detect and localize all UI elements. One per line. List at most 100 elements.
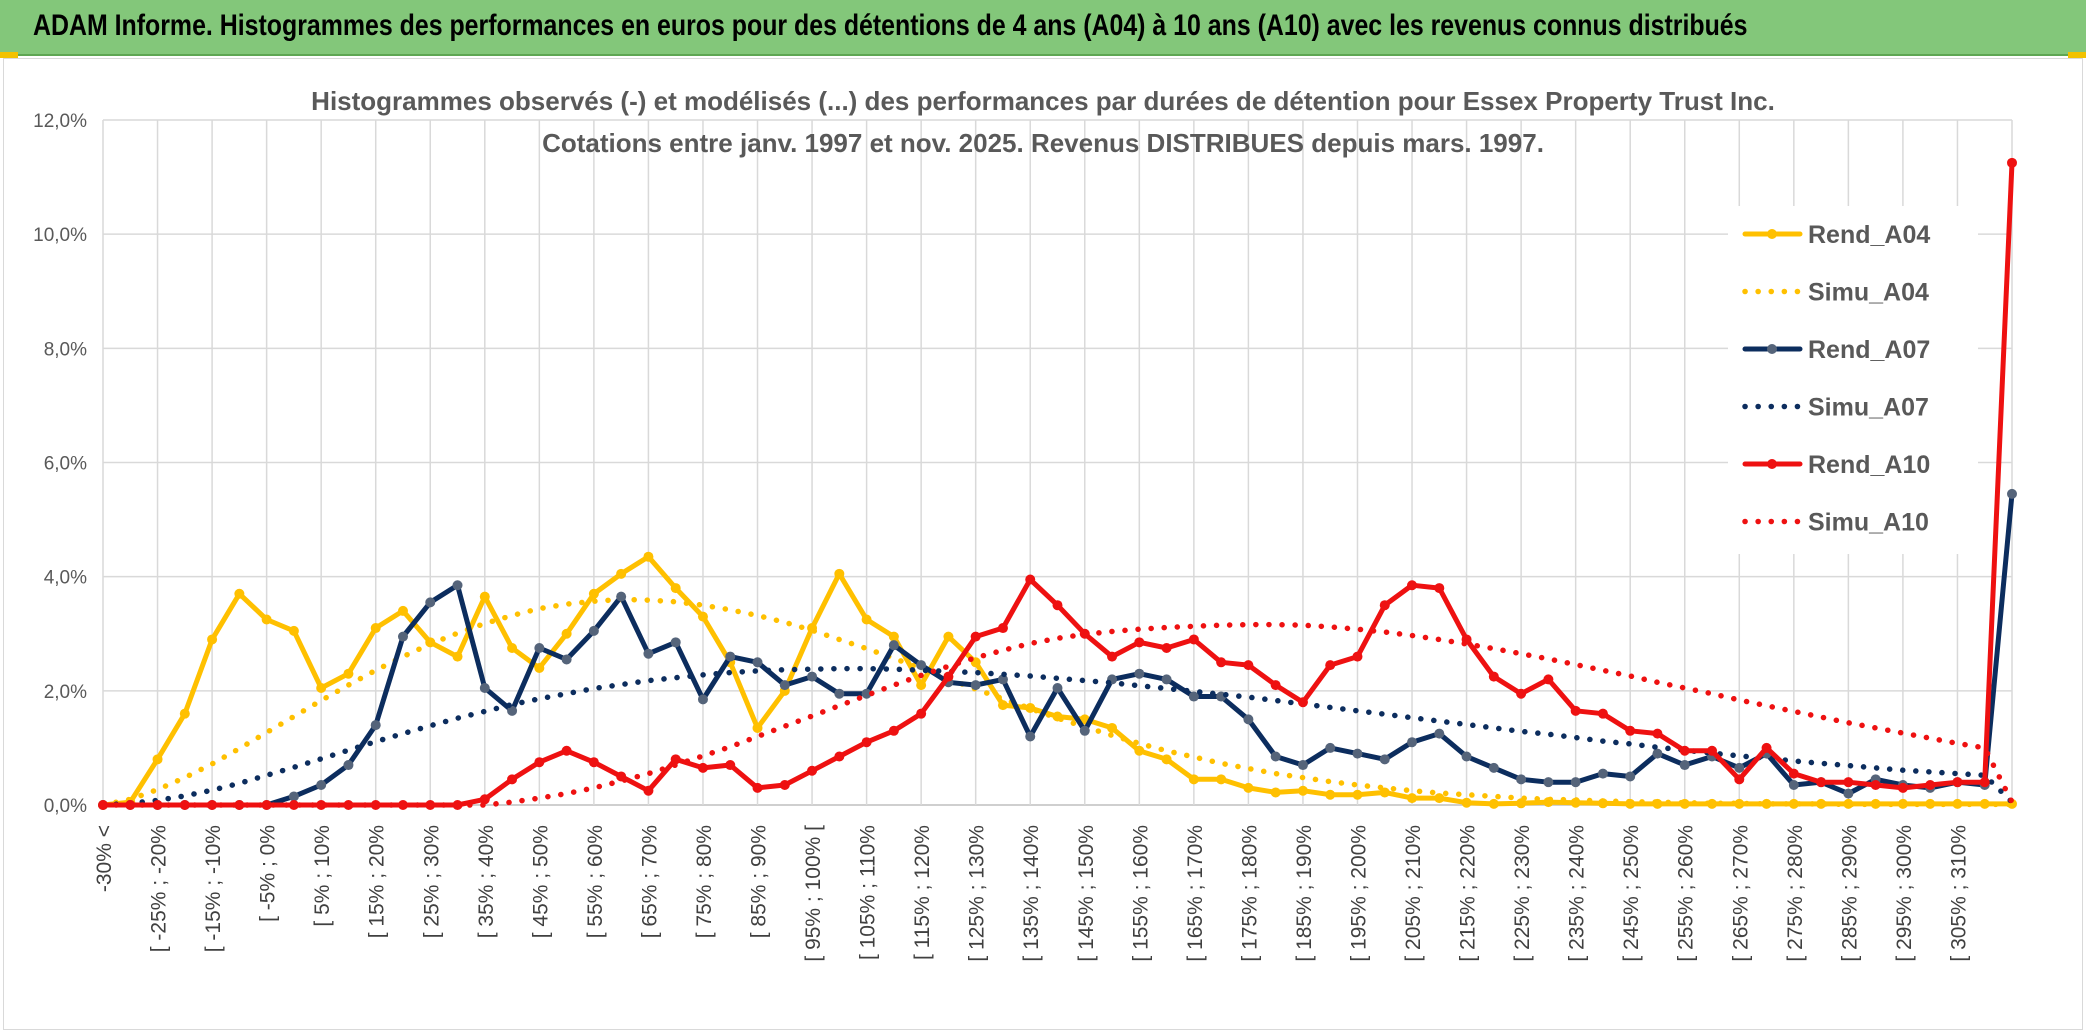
series-point-rend-a07 <box>1625 771 1636 782</box>
series-point-rend-a07 <box>1570 777 1581 788</box>
legend-marker <box>1767 344 1777 354</box>
series-point-rend-a04 <box>1488 798 1499 809</box>
series-point-rend-a07 <box>1543 777 1554 788</box>
series-point-rend-a04 <box>1107 722 1118 733</box>
series-point-rend-a10 <box>1734 774 1745 785</box>
series-point-rend-a04 <box>370 623 381 634</box>
chart-title: Histogrammes observés (-) et modélisés (… <box>311 86 1775 116</box>
y-tick-label: 2,0% <box>44 682 87 703</box>
series-point-rend-a10 <box>507 774 518 785</box>
series-point-rend-a04 <box>179 708 190 719</box>
series-point-rend-a04 <box>1297 785 1308 796</box>
series-point-rend-a10 <box>1434 583 1445 594</box>
series-point-rend-a07 <box>425 597 436 608</box>
series-point-rend-a10 <box>807 765 818 776</box>
chart-subtitle: Cotations entre janv. 1997 et nov. 2025.… <box>542 128 1544 158</box>
series-point-rend-a07 <box>697 694 708 705</box>
series-point-rend-a10 <box>643 785 654 796</box>
x-tick-label: [ 55% ; 60% <box>584 825 607 938</box>
series-point-rend-a07 <box>670 637 681 648</box>
series-point-rend-a10 <box>288 800 299 810</box>
series-point-rend-a07 <box>1325 742 1336 753</box>
series-point-rend-a10 <box>1188 634 1199 645</box>
series-point-rend-a10 <box>1243 660 1254 671</box>
x-tick-label: [ 275% ; 280% <box>1784 825 1807 962</box>
series-point-rend-a04 <box>1161 754 1172 765</box>
x-tick-label: [ 75% ; 80% <box>693 825 716 938</box>
series-point-rend-a07 <box>1788 780 1799 791</box>
series-point-rend-a04 <box>479 591 490 602</box>
series-point-rend-a07 <box>752 657 763 668</box>
legend-label: Simu_A10 <box>1808 509 1929 537</box>
series-point-rend-a07 <box>1052 682 1063 693</box>
series-point-rend-a04 <box>534 663 545 673</box>
series-point-rend-a10 <box>1897 782 1908 793</box>
series-point-rend-a04 <box>1734 798 1745 809</box>
series-point-rend-a07 <box>1734 762 1745 773</box>
series-point-rend-a10 <box>316 800 327 810</box>
series-point-rend-a07 <box>397 631 408 642</box>
x-tick-label: [ 35% ; 40% <box>475 825 498 938</box>
series-point-rend-a10 <box>1216 657 1227 668</box>
y-tick-label: 0,0% <box>44 796 87 817</box>
series-line-simu-a10 <box>100 621 2015 808</box>
x-tick-label: [ 105% ; 110% <box>857 825 880 960</box>
series-point-rend-a04 <box>916 680 927 691</box>
series-point-rend-a04 <box>1407 793 1418 804</box>
series-point-rend-a07 <box>1679 760 1690 771</box>
series-point-rend-a10 <box>997 623 1008 634</box>
series-point-rend-a04 <box>643 551 654 562</box>
series-point-rend-a07 <box>588 625 599 636</box>
series-point-rend-a10 <box>1270 680 1281 691</box>
series-point-rend-a04 <box>561 628 572 639</box>
x-tick-label: [ 135% ; 140% <box>1020 825 1043 962</box>
x-tick-label: [ -15% ; -10% <box>202 825 225 952</box>
series-point-rend-a10 <box>725 760 736 771</box>
series-point-rend-a04 <box>152 754 163 765</box>
legend-label: Rend_A10 <box>1808 451 1930 479</box>
legend-label: Simu_A04 <box>1808 279 1929 307</box>
series-point-rend-a10 <box>261 800 272 810</box>
x-tick-label: [ 155% ; 160% <box>1129 825 1152 962</box>
series-point-rend-a10 <box>1652 728 1663 739</box>
x-tick-label: [ 185% ; 190% <box>1293 825 1316 962</box>
series-point-rend-a04 <box>697 611 708 622</box>
series-point-rend-a10 <box>234 800 245 810</box>
series-point-rend-a10 <box>1352 651 1363 662</box>
series-point-rend-a07 <box>888 640 899 651</box>
chart-grid <box>102 119 2013 806</box>
series-point-rend-a10 <box>1325 660 1336 671</box>
series-point-rend-a04 <box>207 634 218 645</box>
frame-corner-left <box>0 52 18 58</box>
series-point-rend-a07 <box>643 648 654 659</box>
x-tick-label: [ 225% ; 230% <box>1511 825 1534 962</box>
x-tick-label: [ 175% ; 180% <box>1238 825 1261 962</box>
series-point-rend-a04 <box>1188 774 1199 785</box>
series-point-rend-a07 <box>916 660 927 671</box>
series-point-rend-a04 <box>1025 702 1036 713</box>
y-axis-ticks: 0,0% 2,0% 4,0% 6,0% 8,0% 10,0% 12,0% <box>33 111 87 817</box>
series-point-rend-a07 <box>1243 714 1254 725</box>
series-point-rend-a04 <box>1243 782 1254 793</box>
x-tick-label: [ 85% ; 90% <box>748 825 771 938</box>
series-point-rend-a07 <box>1652 748 1663 759</box>
series-point-rend-a04 <box>1788 798 1799 809</box>
series-point-rend-a04 <box>616 568 627 579</box>
series-point-rend-a07 <box>1134 668 1145 679</box>
series-point-rend-a04 <box>452 651 463 662</box>
x-tick-label: [ 125% ; 130% <box>966 825 989 962</box>
series-point-rend-a10 <box>1625 725 1636 736</box>
y-tick-label: 8,0% <box>44 339 87 360</box>
x-tick-label: [ 305% ; 310% <box>1947 825 1970 962</box>
series-point-rend-a10 <box>1761 742 1772 753</box>
x-tick-label: [ 195% ; 200% <box>1347 825 1370 962</box>
series-point-rend-a10 <box>1297 697 1308 708</box>
series-point-rend-a04 <box>1761 798 1772 809</box>
x-tick-label: -30% < <box>93 825 116 892</box>
series-point-rend-a10 <box>1516 688 1527 699</box>
series-point-rend-a10 <box>670 754 681 765</box>
series-point-rend-a04 <box>752 722 763 733</box>
series-point-rend-a04 <box>507 643 518 654</box>
legend-label: Rend_A07 <box>1808 336 1930 364</box>
